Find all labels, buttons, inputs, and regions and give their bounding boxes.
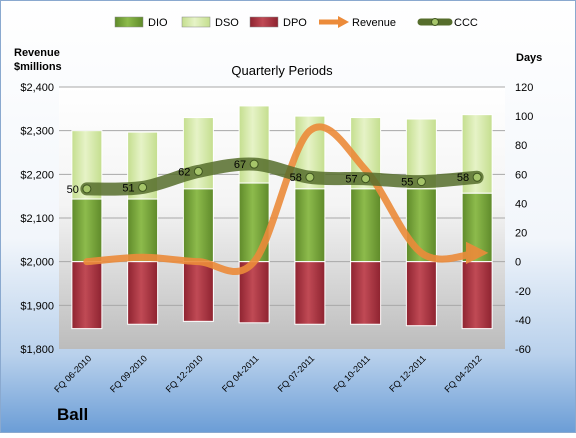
right-axis-tick-label: -60 bbox=[515, 344, 531, 356]
bar-dpo bbox=[127, 261, 159, 325]
left-axis-tick-label: $2,100 bbox=[20, 213, 54, 225]
ccc-data-label: 67 bbox=[234, 159, 246, 171]
legend-label-dio: DIO bbox=[148, 17, 168, 29]
bar-dpo bbox=[71, 261, 103, 330]
left-axis-title-line2: $millions bbox=[14, 61, 62, 73]
bar-dio bbox=[182, 188, 214, 263]
legend-swatch-dso bbox=[181, 16, 211, 28]
left-axis-tick-label: $2,000 bbox=[20, 257, 54, 269]
legend-label-ccc: CCC bbox=[454, 17, 478, 29]
left-axis-tick-label: $1,800 bbox=[20, 344, 54, 356]
left-axis-title-line1: Revenue bbox=[14, 47, 60, 59]
legend-marker-ccc bbox=[431, 18, 439, 26]
ccc-data-label: 58 bbox=[457, 172, 469, 184]
legend-label-revenue: Revenue bbox=[352, 17, 396, 29]
right-axis-tick-label: 60 bbox=[515, 169, 527, 181]
legend: DIO DSO DPO Revenue CCC bbox=[114, 16, 478, 29]
bars-layer bbox=[71, 105, 493, 330]
ccc-point bbox=[361, 174, 371, 184]
ccc-data-label: 55 bbox=[401, 177, 413, 189]
bar-dpo bbox=[350, 261, 382, 325]
lines-layer: 50 51 62 67 58 57 55 58 bbox=[67, 123, 489, 276]
company-name: Ball bbox=[57, 405, 88, 424]
ccc-data-label: 50 bbox=[67, 184, 79, 196]
ccc-point bbox=[138, 182, 148, 192]
right-axis-tick-label: 40 bbox=[515, 198, 527, 210]
right-axis-title: Days bbox=[516, 52, 542, 64]
bar-dpo bbox=[182, 261, 214, 322]
right-axis-tick-label: -40 bbox=[515, 315, 531, 327]
left-axis-tick-label: $2,300 bbox=[20, 126, 54, 138]
ccc-point bbox=[193, 166, 203, 176]
right-axis-tick-label: 0 bbox=[515, 257, 521, 269]
legend-label-dpo: DPO bbox=[283, 17, 307, 29]
ccc-data-label: 58 bbox=[290, 172, 302, 184]
ccc-data-label: 51 bbox=[122, 182, 134, 194]
ccc-point bbox=[249, 159, 259, 169]
bar-dio bbox=[294, 188, 326, 263]
left-axis-tick-label: $2,200 bbox=[20, 169, 54, 181]
right-axis-tick-label: 80 bbox=[515, 140, 527, 152]
ccc-point bbox=[82, 184, 92, 194]
right-axis-tick-label: 120 bbox=[515, 82, 533, 94]
bar-dpo bbox=[405, 261, 437, 327]
ccc-line bbox=[80, 157, 484, 196]
ccc-data-label: 62 bbox=[178, 166, 190, 178]
legend-swatch-dio bbox=[114, 16, 144, 28]
right-axis-tick-label: -20 bbox=[515, 286, 531, 298]
legend-swatch-dpo bbox=[249, 16, 279, 28]
chart-title: Quarterly Periods bbox=[231, 63, 333, 78]
ccc-point bbox=[416, 177, 426, 187]
bar-dpo bbox=[461, 261, 493, 330]
ccc-point bbox=[472, 172, 482, 182]
legend-label-dso: DSO bbox=[215, 17, 239, 29]
left-axis-tick-label: $1,900 bbox=[20, 300, 54, 312]
bar-dio bbox=[350, 188, 382, 263]
ccc-point bbox=[305, 172, 315, 182]
right-axis-tick-label: 20 bbox=[515, 228, 527, 240]
ccc-data-label: 57 bbox=[345, 174, 357, 186]
left-axis-tick-label: $2,400 bbox=[20, 82, 54, 94]
bar-dio bbox=[127, 198, 159, 263]
legend-arrowhead bbox=[338, 16, 349, 28]
bar-dpo bbox=[294, 261, 326, 325]
right-axis-tick-label: 100 bbox=[515, 111, 533, 123]
bar-dio bbox=[71, 198, 103, 263]
